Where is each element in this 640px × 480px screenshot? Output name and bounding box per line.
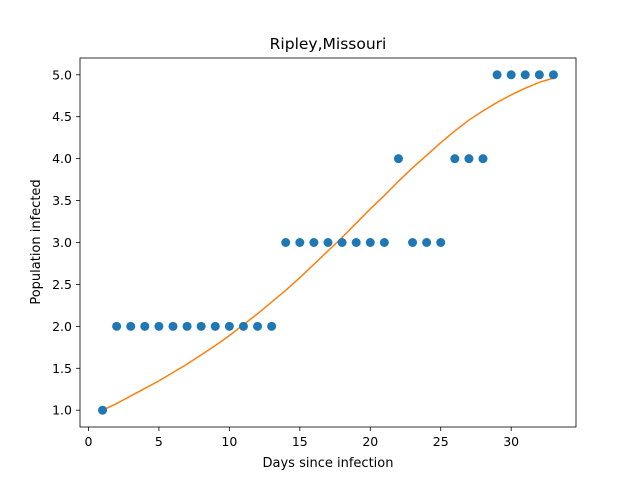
axes: 0 5 10 15 20 25 30 1.0 1.5 2.0 2.5 3.0 3.5 4.0 4.5 5.0 (52, 57, 577, 449)
data-point-14 (281, 238, 291, 247)
data-point-23 (408, 238, 418, 247)
data-point-7 (182, 321, 192, 331)
y-tick-label: 4.0 (52, 151, 72, 166)
data-point-12 (253, 321, 263, 331)
x-tick-label: 15 (292, 434, 308, 449)
data-point-18 (337, 238, 347, 247)
y-tick-label: 3.5 (52, 193, 72, 208)
x-tick-label: 5 (155, 434, 163, 449)
data-point-31 (520, 70, 530, 80)
x-tick-label: 0 (84, 434, 92, 449)
data-point-29 (492, 70, 502, 80)
data-point-13 (267, 321, 277, 331)
data-point-19 (351, 238, 361, 247)
y-axis-label: Population infected (29, 179, 44, 304)
data-point-8 (196, 321, 206, 331)
y-tick-label: 4.5 (52, 109, 72, 124)
data-point-22 (393, 154, 403, 164)
data-point-21 (379, 238, 389, 247)
series-1-fit-line (102, 77, 554, 411)
y-tick-label: 2.0 (52, 319, 72, 334)
y-tick-label: 5.0 (52, 67, 72, 82)
data-point-4 (140, 321, 150, 331)
data-point-20 (365, 238, 375, 247)
data-point-17 (323, 238, 333, 247)
x-tick-label: 30 (503, 434, 519, 449)
chart-title: Ripley,Missouri (270, 35, 387, 53)
x-axis-label: Days since infection (263, 456, 394, 471)
data-point-16 (309, 238, 319, 247)
y-tick-label: 3.0 (52, 235, 72, 250)
y-tick-label: 2.5 (52, 277, 72, 292)
data-point-6 (168, 321, 178, 331)
data-point-3 (126, 321, 136, 331)
data-point-25 (436, 238, 446, 247)
x-tick-label: 10 (221, 434, 237, 449)
y-tick-label: 1.5 (52, 361, 72, 376)
y-tick-label: 1.0 (52, 403, 72, 418)
x-tick-label: 20 (362, 434, 378, 449)
data-point-15 (295, 238, 305, 247)
x-tick-label: 25 (433, 434, 449, 449)
plot-area (98, 70, 558, 415)
data-point-10 (224, 321, 234, 331)
data-point-28 (478, 154, 488, 164)
data-point-5 (154, 321, 164, 331)
data-point-2 (112, 321, 122, 331)
data-point-1 (98, 405, 108, 415)
data-point-32 (534, 70, 544, 80)
data-point-11 (238, 321, 248, 331)
data-point-27 (464, 154, 474, 164)
data-point-30 (506, 70, 516, 80)
data-point-9 (210, 321, 220, 331)
data-point-26 (450, 154, 460, 164)
data-point-24 (422, 238, 432, 247)
data-point-33 (548, 70, 558, 80)
